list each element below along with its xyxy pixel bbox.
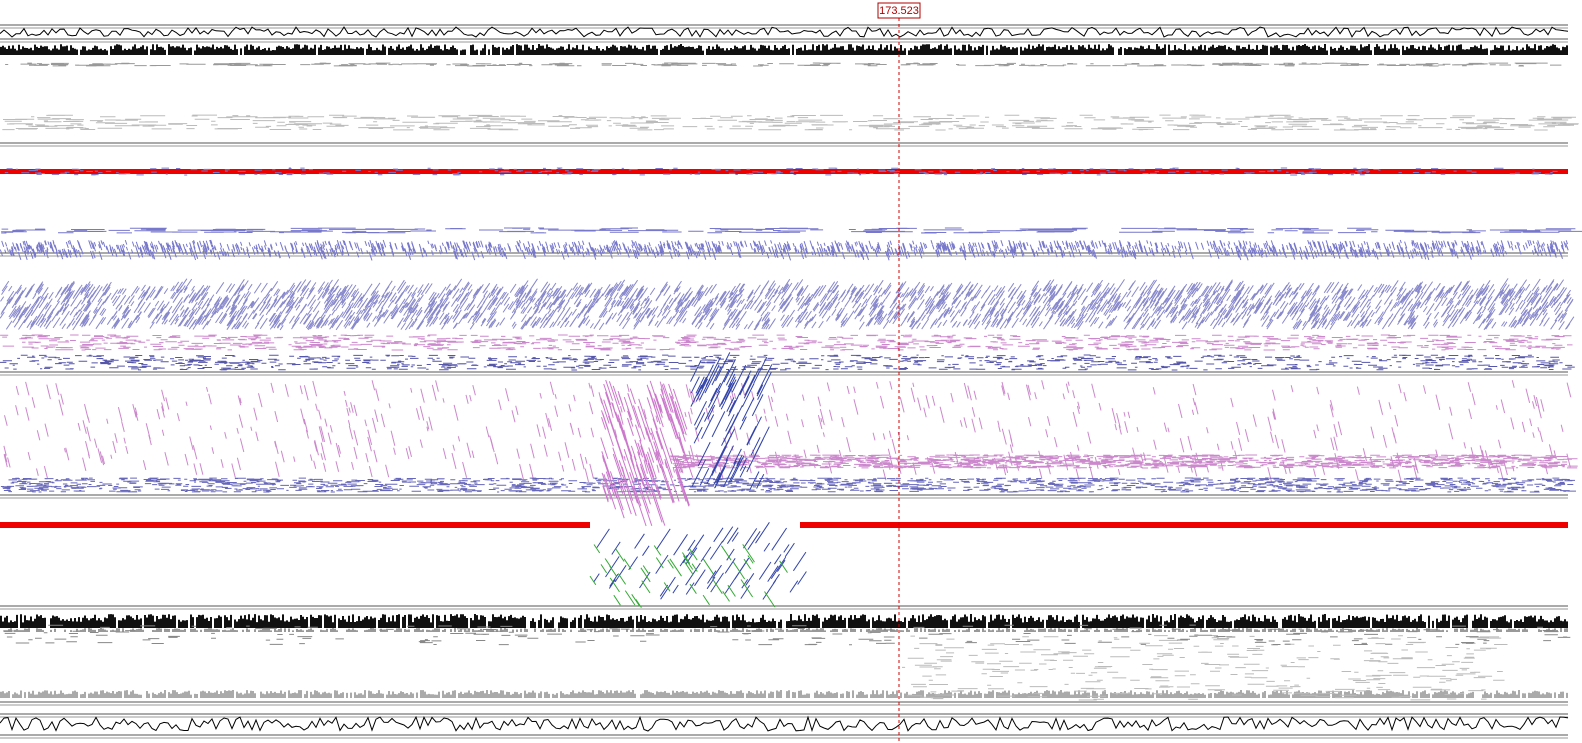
gc-plot — [0, 715, 1569, 733]
feature-band — [4, 628, 1568, 633]
match-band — [0, 522, 590, 528]
hit — [2, 114, 1579, 131]
hit — [5, 62, 1562, 67]
hit — [1, 227, 1582, 234]
hit — [0, 334, 1573, 351]
hit — [690, 352, 773, 490]
tracks — [0, 24, 1582, 739]
hit — [670, 454, 1578, 469]
hit — [0, 477, 1576, 493]
hit — [593, 522, 807, 600]
hit — [0, 239, 1569, 261]
hit — [0, 278, 1575, 331]
gc-plot — [0, 26, 1569, 38]
hit — [589, 544, 788, 608]
cursor-label-box — [877, 2, 921, 19]
hit — [0, 354, 1575, 371]
match-band — [800, 522, 1568, 528]
hit — [4, 167, 1558, 176]
feature-band — [0, 44, 1568, 56]
cursor-label: 173.523 — [879, 5, 919, 17]
hit — [3, 624, 1571, 646]
hit — [902, 635, 1508, 701]
feature-band — [0, 690, 1568, 699]
feature-band — [0, 614, 1568, 629]
match-band — [0, 169, 1568, 174]
hit — [600, 379, 694, 527]
